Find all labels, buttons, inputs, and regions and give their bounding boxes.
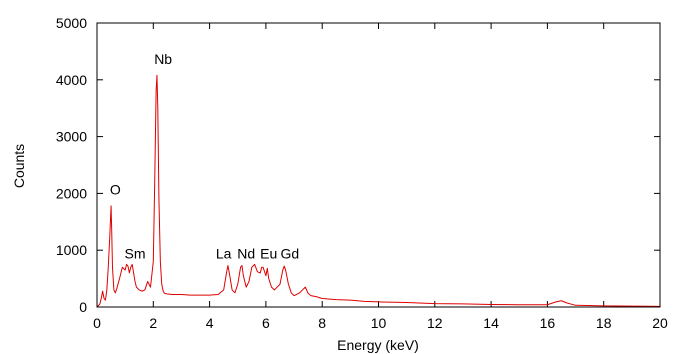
- x-tick-label: 16: [540, 315, 556, 331]
- x-tick-label: 6: [262, 315, 270, 331]
- annotations-group: O Nb Sm La Nd Eu Gd: [110, 51, 299, 262]
- peak-label-gd: Gd: [280, 246, 299, 262]
- y-axis-label: Counts: [11, 144, 27, 188]
- y-tick-label: 4000: [56, 72, 87, 88]
- y-tick-label: 2000: [56, 185, 87, 201]
- x-tick-label: 4: [206, 315, 214, 331]
- plot-frame: [96, 22, 661, 308]
- x-tick-label: 20: [652, 315, 668, 331]
- y-axis-label-group: Counts: [11, 144, 27, 188]
- y-tick-label: 5000: [56, 15, 87, 31]
- x-tick-label: 8: [318, 315, 326, 331]
- peak-label-la: La: [216, 246, 232, 262]
- x-tick-label: 12: [427, 315, 443, 331]
- x-tick-label: 14: [483, 315, 499, 331]
- x-axis-label: Energy (keV): [337, 337, 419, 353]
- spectrum-line: [96, 74, 661, 308]
- peak-label-o: O: [110, 182, 121, 198]
- peak-label-sm: Sm: [125, 246, 146, 262]
- x-tick-label: 2: [149, 315, 157, 331]
- peak-label-nd: Nd: [237, 246, 255, 262]
- peak-label-nb: Nb: [154, 51, 172, 67]
- y-tick-label: 1000: [56, 242, 87, 258]
- peak-label-eu: Eu: [260, 246, 277, 262]
- y-tick-label: 3000: [56, 129, 87, 145]
- y-tick-label: 0: [79, 299, 87, 315]
- x-tick-label: 0: [93, 315, 101, 331]
- series-group: [96, 74, 661, 308]
- x-tick-label: 10: [371, 315, 387, 331]
- ticks-group: 0 2 4 6 8 10 12 14 16 18 20 0 1000 2000 3000 4000 5000: [56, 15, 668, 331]
- x-tick-label: 18: [596, 315, 612, 331]
